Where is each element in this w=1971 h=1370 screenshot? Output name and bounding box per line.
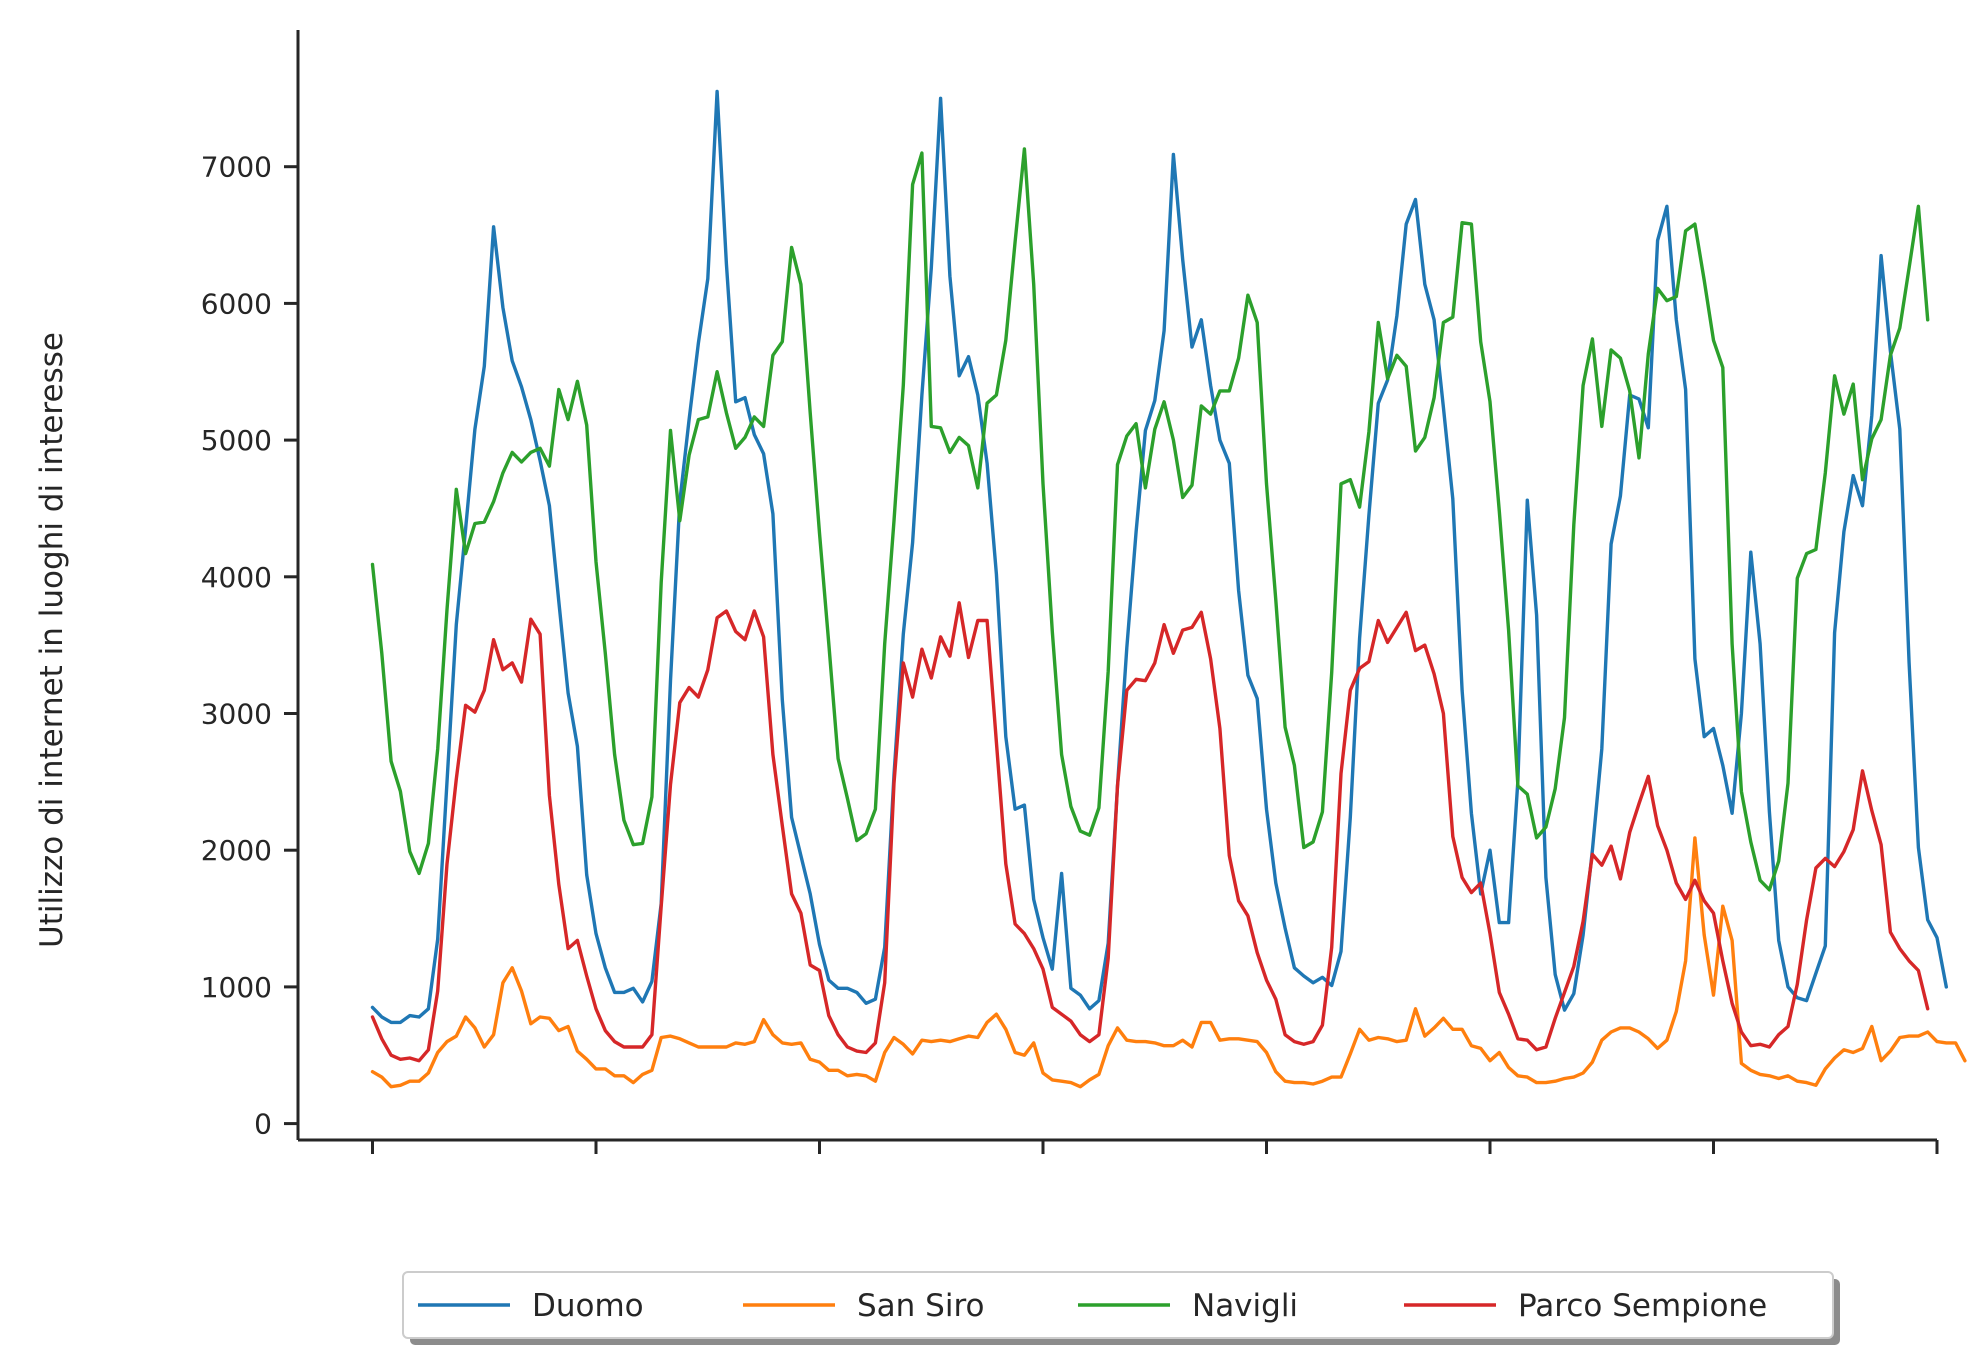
y-tick-label: 2000 [201, 834, 272, 867]
legend-label: San Siro [857, 1288, 985, 1324]
axes: 0 1000 2000 3000 4000 5000 6000 7000 [201, 30, 1939, 1154]
legend-label: Duomo [532, 1288, 644, 1324]
y-tick-label: 6000 [201, 287, 272, 320]
y-tick-label: 0 [254, 1108, 272, 1141]
y-tick-label: 4000 [201, 561, 272, 594]
plot-area [370, 89, 1967, 1089]
legend: Duomo San Siro Navigli Parco Sempione [402, 1271, 1840, 1345]
legend-label: Parco Sempione [1518, 1288, 1767, 1324]
y-axis-label: Utilizzo di internet in luoghi di intere… [34, 332, 70, 948]
y-tick-label: 7000 [201, 151, 272, 184]
series-line-parco-sempione [370, 601, 1930, 1063]
legend-label: Navigli [1192, 1288, 1298, 1324]
series-line-navigli [370, 147, 1930, 892]
series-line-duomo [370, 89, 1949, 1025]
y-tick-label: 1000 [201, 971, 272, 1004]
y-tick-label: 3000 [201, 697, 272, 730]
series-line-san-siro [370, 836, 1967, 1089]
y-tick-label: 5000 [201, 424, 272, 457]
